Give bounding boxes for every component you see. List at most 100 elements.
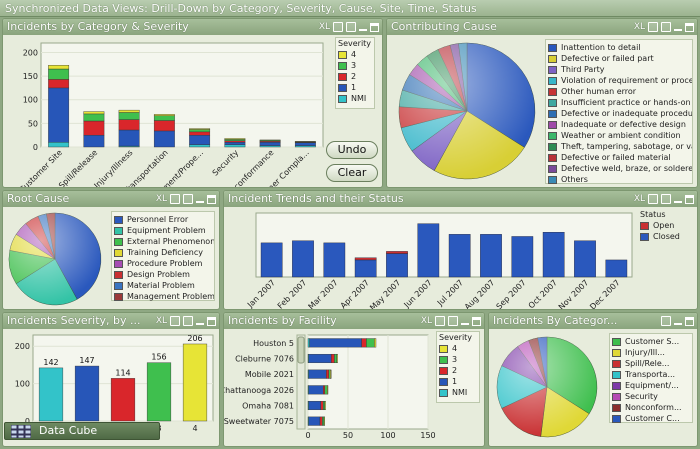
- legend-item[interactable]: Third Party: [546, 64, 692, 75]
- legend-item[interactable]: Customer S...: [610, 336, 692, 347]
- clear-button[interactable]: Clear: [326, 164, 378, 182]
- cause-pie-chart[interactable]: [387, 35, 545, 188]
- legend-item[interactable]: 2: [437, 365, 479, 376]
- plot-area: [307, 334, 429, 430]
- chart-type-icon[interactable]: [183, 316, 193, 326]
- legend-swatch: [548, 76, 557, 85]
- legend-item[interactable]: 4: [437, 343, 479, 354]
- copy-icon[interactable]: [170, 316, 180, 326]
- chart-type-icon[interactable]: [661, 22, 671, 32]
- legend-item[interactable]: External Phenomenon: [112, 236, 214, 247]
- legend-item[interactable]: Inattention to detail: [546, 42, 692, 53]
- undo-button[interactable]: Undo: [326, 141, 378, 159]
- maximize-icon[interactable]: [685, 316, 694, 326]
- legend-item[interactable]: 1: [437, 376, 479, 387]
- panel-controls: XL: [421, 314, 481, 328]
- bar-segment: [320, 400, 324, 411]
- chart-type-icon[interactable]: [183, 194, 193, 204]
- root-cause-pie-chart[interactable]: [3, 207, 111, 310]
- legend-item[interactable]: 2: [336, 71, 374, 82]
- panel-title: Incidents Severity, by ...: [7, 314, 141, 327]
- legend-item[interactable]: Transporta...: [610, 369, 692, 380]
- legend-item[interactable]: Other human error: [546, 86, 692, 97]
- minimize-icon[interactable]: [674, 29, 682, 31]
- copy-icon[interactable]: [648, 194, 658, 204]
- excel-export-icon[interactable]: XL: [420, 316, 432, 326]
- legend-item[interactable]: Design Problem: [112, 269, 214, 280]
- copy-icon[interactable]: [661, 316, 671, 326]
- legend-item[interactable]: Procedure Problem: [112, 258, 214, 269]
- excel-export-icon[interactable]: XL: [633, 22, 645, 32]
- excel-export-icon[interactable]: XL: [155, 194, 167, 204]
- legend-item[interactable]: Nonconform...: [610, 402, 692, 413]
- legend-item[interactable]: Defective weld, braze, or soldered ...: [546, 163, 692, 174]
- legend-item[interactable]: Defective or failed part: [546, 53, 692, 64]
- legend-item[interactable]: Training Deficiency: [112, 247, 214, 258]
- maximize-icon[interactable]: [370, 22, 379, 32]
- legend-swatch: [114, 237, 123, 246]
- copy-icon[interactable]: [170, 194, 180, 204]
- minimize-icon[interactable]: [196, 201, 204, 203]
- legend-swatch: [548, 87, 557, 96]
- legend-item[interactable]: Others: [546, 174, 692, 185]
- x-tick-label: Feb 2007: [276, 278, 309, 310]
- minimize-icon[interactable]: [674, 201, 682, 203]
- data-cube-tab[interactable]: Data Cube: [4, 422, 160, 440]
- copy-icon[interactable]: [435, 316, 445, 326]
- legend-label: Defective or inadequate procedure: [561, 109, 692, 118]
- legend-item[interactable]: Defective or inadequate procedure: [546, 108, 692, 119]
- legend-item[interactable]: Management Problem: [112, 291, 214, 302]
- legend-item[interactable]: Closed: [638, 231, 693, 242]
- maximize-icon[interactable]: [685, 194, 694, 204]
- legend-item[interactable]: 3: [336, 60, 374, 71]
- minimize-icon[interactable]: [359, 29, 367, 31]
- legend-item[interactable]: 4: [336, 49, 374, 60]
- legend-item[interactable]: Violation of requirement or procedu...: [546, 75, 692, 86]
- legend-item[interactable]: Spill/Rele...: [610, 358, 692, 369]
- legend-item[interactable]: Equipment/...: [610, 380, 692, 391]
- chart-type-icon[interactable]: [448, 316, 458, 326]
- excel-export-icon[interactable]: XL: [633, 194, 645, 204]
- legend-item[interactable]: Inadequate or defective design: [546, 119, 692, 130]
- copy-icon[interactable]: [648, 22, 658, 32]
- minimize-icon[interactable]: [461, 323, 469, 325]
- maximize-icon[interactable]: [207, 194, 216, 204]
- legend-item[interactable]: Insufficient practice or hands-on e...: [546, 97, 692, 108]
- legend-item[interactable]: 3: [437, 354, 479, 365]
- legend-item[interactable]: Personnel Error: [112, 214, 214, 225]
- legend-item[interactable]: Injury/Ill...: [610, 347, 692, 358]
- chart-type-icon[interactable]: [346, 22, 356, 32]
- legend-item[interactable]: Open: [638, 220, 693, 231]
- legend-item[interactable]: Customer C...: [610, 413, 692, 424]
- minimize-icon[interactable]: [196, 323, 204, 325]
- legend-item[interactable]: NMI: [336, 93, 374, 104]
- chart-type-icon[interactable]: [661, 194, 671, 204]
- category-pie-chart[interactable]: [489, 329, 607, 447]
- bar-segment: [294, 142, 316, 146]
- legend-item[interactable]: Weather or ambient condition: [546, 130, 692, 141]
- bar-segment: [326, 385, 329, 395]
- bar-segment: [309, 338, 362, 348]
- excel-export-icon[interactable]: XL: [155, 316, 167, 326]
- minimize-icon[interactable]: [674, 323, 682, 325]
- maximize-icon[interactable]: [472, 316, 481, 326]
- excel-export-icon[interactable]: XL: [318, 22, 330, 32]
- bar-segment: [354, 257, 377, 261]
- y-tick-label: Omaha 7081: [242, 402, 294, 411]
- legend-item[interactable]: Equipment Problem: [112, 225, 214, 236]
- legend-label: Weather or ambient condition: [561, 131, 681, 140]
- legend-item[interactable]: 1: [336, 82, 374, 93]
- facility-chart[interactable]: 0 50 100 150 Houston 5 Cleburne 7076 Mobile 20…: [224, 329, 436, 447]
- legend-item[interactable]: Theft, tampering, sabotage, or van...: [546, 141, 692, 152]
- legend-item[interactable]: Security: [610, 391, 692, 402]
- copy-icon[interactable]: [333, 22, 343, 32]
- maximize-icon[interactable]: [685, 22, 694, 32]
- legend-item[interactable]: NMI: [437, 387, 479, 398]
- legend-item[interactable]: Defective or failed material: [546, 152, 692, 163]
- legend-swatch: [612, 370, 621, 379]
- maximize-icon[interactable]: [207, 316, 216, 326]
- severity-chart[interactable]: 0100200142NMI1471114215632064: [3, 329, 219, 447]
- legend-item[interactable]: Material Problem: [112, 280, 214, 291]
